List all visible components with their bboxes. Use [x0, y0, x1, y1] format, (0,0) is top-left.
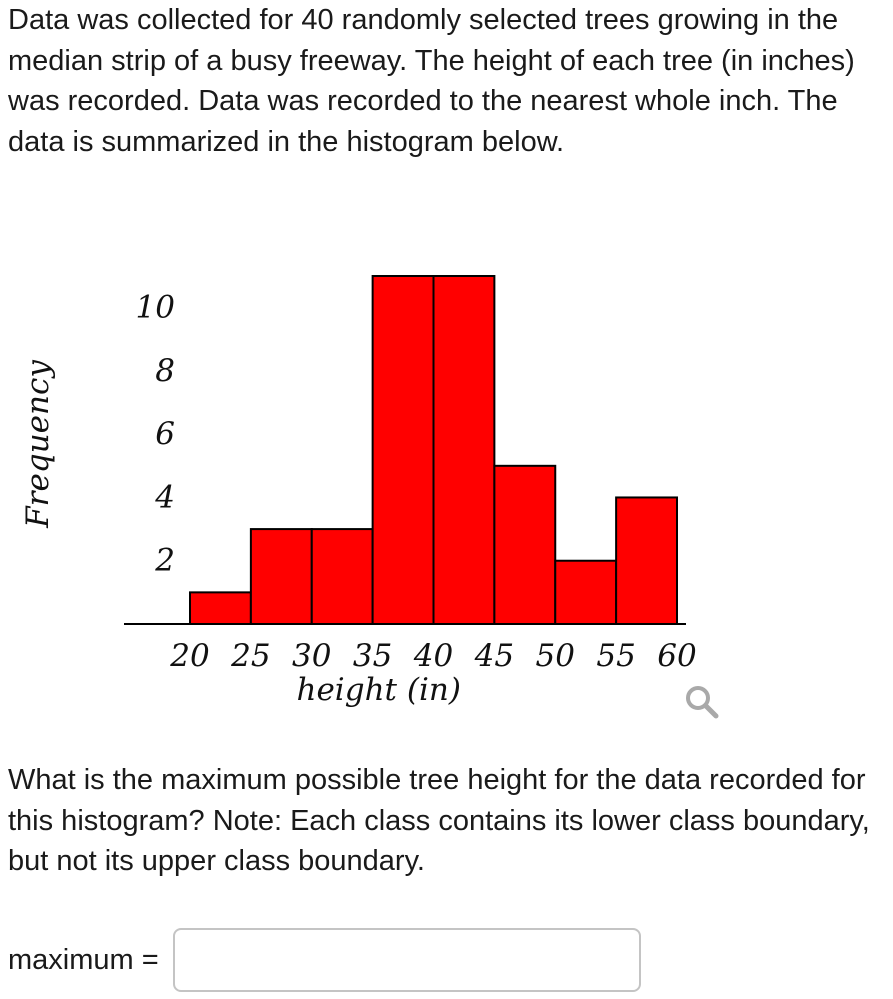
histogram-bar [554, 559, 618, 625]
x-tick-label: 45 [474, 638, 514, 674]
x-tick-label: 60 [657, 638, 696, 674]
y-tick-labels: 2 4 6 8 10 [136, 290, 175, 579]
maximum-input[interactable] [172, 928, 641, 992]
histogram-bar [493, 464, 557, 625]
y-tick-label: 2 [154, 543, 175, 579]
x-tick-label: 40 [413, 638, 453, 674]
y-tick-label: 4 [154, 479, 175, 515]
bars-layer [189, 275, 678, 626]
answer-row: maximum = [8, 926, 641, 994]
histogram-bar [189, 591, 252, 626]
histogram-bar [615, 496, 678, 625]
answer-label: maximum = [8, 943, 159, 976]
y-tick-label: 8 [155, 353, 175, 389]
x-tick-label: 35 [353, 638, 392, 674]
histogram-chart: 20 25 30 35 40 45 50 55 60 2 4 6 8 10 height (in) Fr… [20, 275, 697, 708]
question-intro: Data was collected for 40 randomly selec… [8, 4, 855, 158]
magnifier-icon[interactable] [682, 682, 722, 722]
x-tick-labels: 20 25 30 35 40 45 50 55 60 [169, 638, 696, 674]
histogram-bar [310, 528, 374, 625]
x-tick-label: 50 [536, 638, 575, 674]
y-tick-label: 10 [136, 290, 175, 326]
x-tick-label: 25 [230, 638, 270, 674]
y-axis-label: Frequency [20, 360, 56, 529]
histogram-bar [249, 528, 313, 625]
x-tick-label: 55 [596, 638, 635, 674]
question-prompt: What is the maximum possible tree height… [8, 764, 870, 877]
histogram-bar [432, 275, 496, 625]
x-tick-label: 30 [292, 638, 331, 674]
x-axis-label: height (in) [297, 672, 461, 708]
histogram-bar [371, 275, 435, 625]
y-tick-label: 6 [155, 416, 175, 452]
x-tick-label: 20 [169, 638, 209, 674]
